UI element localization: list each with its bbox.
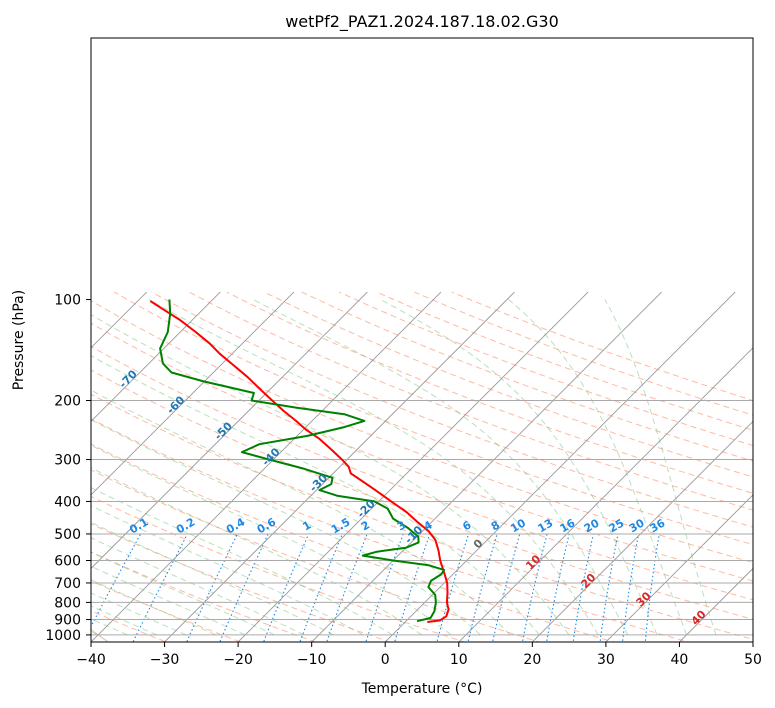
x-tick-label: 20: [523, 652, 541, 668]
dry-adiabat-line: [91, 345, 753, 601]
isotherm-line: [311, 291, 662, 642]
moist-adiabat-line: [91, 444, 452, 636]
x-tick-label: −40: [76, 652, 106, 668]
x-tick-label: 50: [744, 652, 762, 668]
moist-adiabat-line: [380, 299, 658, 636]
series-lines: [149, 299, 450, 623]
x-tick-label: −30: [150, 652, 180, 668]
axis-ticks: −40 −30 −20 −10 0 10 20 30 40 50 100 200 300 400 500 60…: [45, 293, 762, 668]
dry-adiabat-line: [188, 291, 753, 511]
dry-adiabat-line: [91, 369, 753, 620]
y-tick-label: 400: [54, 494, 81, 510]
moist-adiabat-line: [508, 299, 688, 636]
y-tick-label: 300: [54, 453, 81, 469]
moist-adiabat-line: [91, 505, 364, 636]
dry-adiabat-line: [91, 322, 753, 582]
dry-adiabat-line: [91, 469, 541, 642]
moist-adiabat-line: [148, 299, 599, 636]
dry-adiabat-line: [91, 443, 616, 642]
moist-adiabat-line: [91, 521, 334, 636]
moist-adiabat-line: [91, 355, 540, 636]
dry-adiabat-line: [301, 291, 753, 462]
dry-adiabat-line: [91, 393, 753, 640]
y-tick-label: 600: [54, 553, 81, 569]
x-tick-label: −10: [297, 652, 327, 668]
dry-adiabat-line: [151, 291, 753, 528]
plot-frame: [90, 37, 754, 643]
moist-adiabat-line: [91, 467, 423, 636]
dry-adiabat-line: [113, 291, 753, 546]
y-tick-label: 700: [54, 576, 81, 592]
moist-adiabat-line: [91, 487, 393, 636]
isotherm-line: [237, 291, 589, 642]
isotherm-line: [91, 291, 442, 642]
moist-adiabat-line: [91, 389, 511, 636]
y-axis-label: Pressure (hPa): [11, 290, 27, 390]
x-tick-label: 10: [450, 652, 468, 668]
moist-adiabat-line: [604, 299, 717, 636]
dry-adiabat-line: [91, 523, 392, 642]
chart-title: wetPf2_PAZ1.2024.187.18.02.G30: [285, 12, 559, 32]
isotherm-line: [164, 291, 515, 642]
x-axis-label: Temperature (°C): [361, 681, 483, 697]
dewpoint-line: [159, 299, 446, 623]
isotherm-line: [532, 420, 753, 642]
moist-adiabat-line: [91, 419, 481, 636]
y-tick-label: 100: [54, 293, 81, 309]
dry-adiabat-line: [91, 418, 691, 642]
isotherm-line: [91, 291, 221, 422]
x-tick-label: 40: [671, 652, 689, 668]
y-tick-label: 500: [54, 527, 81, 543]
y-tick-label: 1000: [45, 628, 81, 644]
dry-adiabat-line: [91, 495, 467, 642]
isotherm-line: [384, 291, 736, 642]
grid-lines: [91, 291, 753, 642]
temperature-line: [149, 300, 450, 623]
y-tick-label: 200: [54, 393, 81, 409]
isotherm-line: [458, 347, 753, 642]
moist-adiabat-line: [91, 537, 305, 636]
dry-adiabat-line: [226, 291, 753, 494]
x-tick-label: −20: [223, 652, 253, 668]
y-tick-label: 900: [54, 613, 81, 629]
y-tick-label: 800: [54, 595, 81, 611]
isotherm-line: [91, 291, 368, 570]
x-tick-label: 0: [381, 652, 390, 668]
isotherm-line: [605, 494, 753, 642]
dry-adiabat-line: [91, 610, 168, 642]
dry-adiabat-line: [91, 551, 317, 642]
x-tick-label: 30: [597, 652, 615, 668]
isotherm-line: [91, 291, 295, 496]
isotherm-line: [679, 567, 753, 642]
